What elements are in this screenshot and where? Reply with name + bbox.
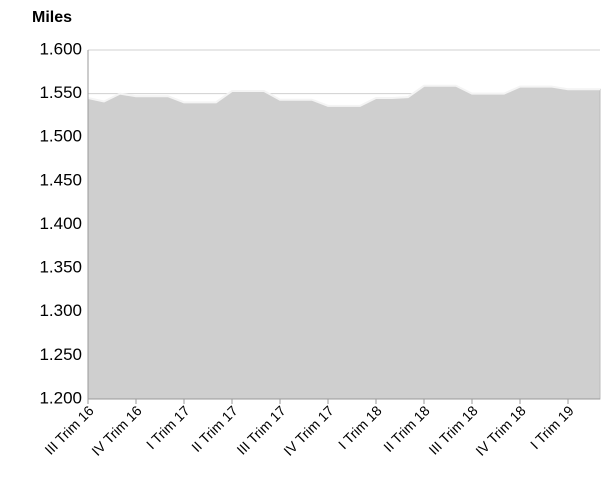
y-tick-label: 1.500: [39, 127, 82, 146]
y-tick-label: 1.250: [39, 345, 82, 364]
y-tick-label: 1.200: [39, 388, 82, 407]
y-tick-label: 1.600: [39, 39, 82, 58]
area-edge: [87, 84, 600, 107]
area: [87, 85, 601, 400]
y-tick-label: 1.450: [39, 170, 82, 189]
axis-title: Miles: [32, 9, 72, 26]
x-tick-label: III Trim 18: [425, 402, 480, 457]
x-tick-label: I Trim 19: [527, 402, 577, 452]
x-tick-label: IV Trim 16: [88, 402, 145, 459]
x-tick-label: III Trim 17: [233, 402, 288, 457]
x-tick-label: IV Trim 18: [472, 402, 529, 459]
y-tick-label: 1.350: [39, 258, 82, 277]
x-tick-label: I Trim 17: [143, 402, 193, 452]
x-tick-label: IV Trim 17: [280, 402, 337, 459]
y-tick-label: 1.300: [39, 301, 82, 320]
x-tick-label: I Trim 18: [335, 402, 385, 452]
y-tick-label: 1.550: [39, 83, 82, 102]
x-tick-label: III Trim 16: [41, 402, 96, 457]
y-tick-label: 1.400: [39, 214, 82, 233]
